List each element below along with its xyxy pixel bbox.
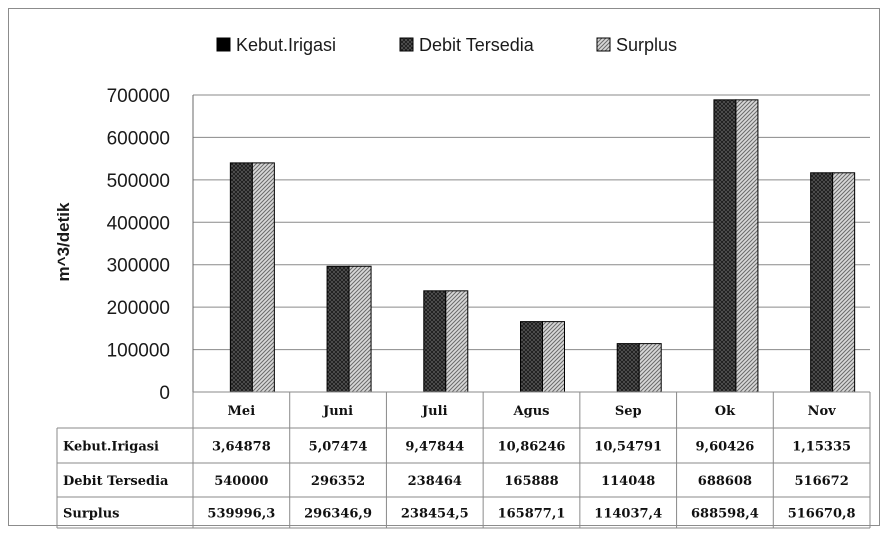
bars [207, 99, 856, 393]
bar-surplus-sep [638, 343, 662, 393]
table-cell: 9,60426 [696, 440, 755, 455]
bar-surplus-juli [445, 290, 469, 393]
table-cell: 9,47844 [405, 440, 464, 455]
bar-surplus-ok [735, 99, 759, 393]
bar-surplus-juni [348, 265, 372, 393]
legend-swatch [216, 37, 231, 52]
table-cell: 516670,8 [788, 507, 856, 522]
table-cell: 238454,5 [401, 507, 469, 522]
table-cell: 10,86246 [498, 440, 566, 455]
table-cell: 5,07474 [309, 440, 368, 455]
table-cell: 238464 [408, 474, 462, 489]
table-cell: 165877,1 [498, 507, 566, 522]
legend-label: Kebut.Irigasi [236, 35, 336, 55]
data-table: Mei Juni Juli Agus Sep Ok Nov Kebut.Irigasi 3,64… [56, 391, 871, 529]
y-axis-label: m^3/detik [54, 202, 73, 281]
y-tick-label: 500000 [107, 171, 170, 192]
category-label: Sep [615, 404, 642, 419]
bar-debit-tersedia-juni [326, 265, 350, 393]
y-tick-label: 200000 [107, 298, 170, 319]
table-cell: 3,64878 [212, 440, 271, 455]
table-cell: 114037,4 [594, 507, 662, 522]
legend-swatch [596, 37, 611, 52]
legend: Kebut.Irigasi Debit Tersedia Surplus [216, 35, 677, 55]
table-cell: 10,54791 [594, 440, 662, 455]
table-row-label: Kebut.Irigasi [63, 440, 159, 455]
table-cell: 165888 [504, 474, 558, 489]
table-cell: 688608 [698, 474, 752, 489]
y-axis: 0 100000 200000 300000 400000 500000 600000 700… [107, 86, 194, 404]
table-cell: 539996,3 [207, 507, 275, 522]
legend-swatch [399, 37, 414, 52]
category-label: Juli [421, 404, 448, 419]
category-label: Agus [513, 404, 550, 419]
y-tick-label: 600000 [107, 128, 170, 149]
category-label: Mei [228, 404, 256, 419]
table-row-label: Debit Tersedia [63, 474, 169, 489]
table-cell: 114048 [601, 474, 655, 489]
bar-debit-tersedia-ok [713, 99, 737, 393]
bar-debit-tersedia-agus [520, 321, 543, 393]
y-tick-label: 400000 [107, 213, 170, 234]
y-tick-label: 700000 [107, 86, 170, 107]
category-label: Ok [715, 404, 736, 419]
table-cell: 296352 [311, 474, 365, 489]
table-cell: 1,15335 [792, 440, 851, 455]
bar-debit-tersedia-juli [423, 290, 447, 393]
y-tick-label: 0 [159, 383, 170, 404]
legend-label: Surplus [616, 35, 677, 55]
table-row-label: Surplus [63, 507, 120, 522]
bar-debit-tersedia-mei [229, 162, 253, 393]
y-tick-label: 100000 [107, 341, 170, 362]
bar-debit-tersedia-nov [810, 172, 834, 393]
bar-surplus-mei [251, 162, 275, 393]
bar-surplus-agus [542, 321, 565, 393]
table-cell: 688598,4 [691, 507, 759, 522]
legend-label: Debit Tersedia [419, 35, 535, 55]
table-cell: 296346,9 [304, 507, 372, 522]
category-label: Juni [322, 404, 353, 419]
table-cell: 516672 [795, 474, 849, 489]
y-tick-label: 300000 [107, 256, 170, 277]
bar-debit-tersedia-sep [616, 343, 640, 393]
bar-surplus-nov [832, 172, 856, 393]
category-label: Nov [808, 404, 837, 419]
table-cell: 540000 [214, 474, 268, 489]
